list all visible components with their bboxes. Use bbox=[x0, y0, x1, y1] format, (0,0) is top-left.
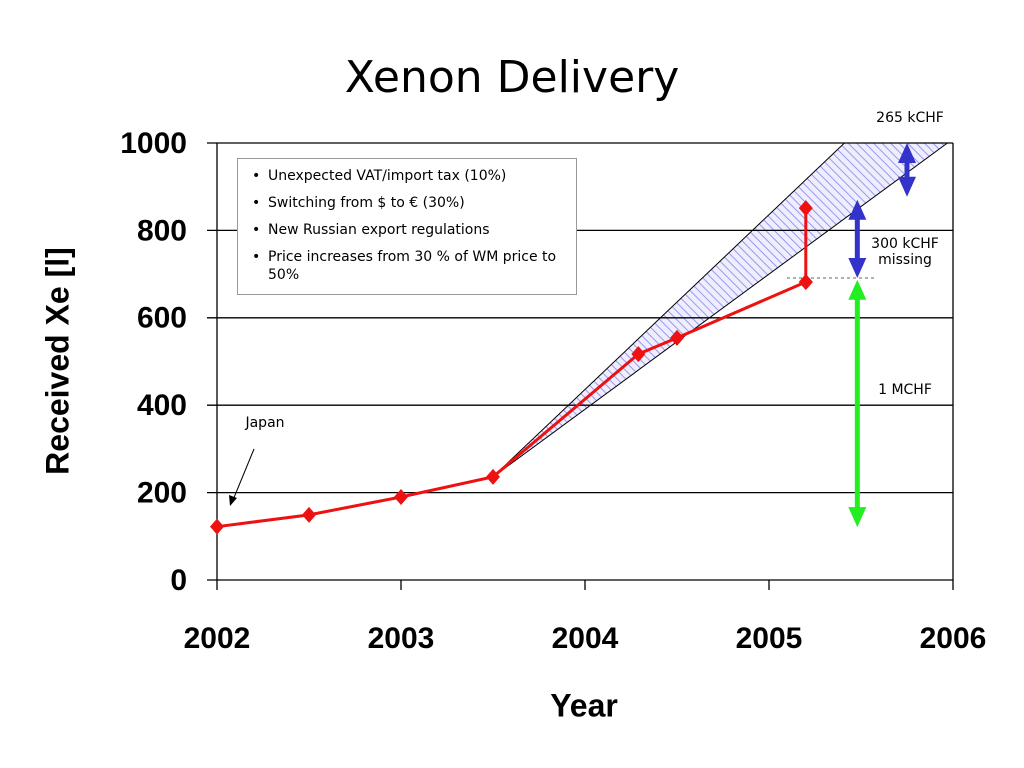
data-point bbox=[798, 273, 813, 290]
data-point bbox=[631, 346, 646, 363]
y-tick-label: 800 bbox=[137, 214, 187, 247]
data-point bbox=[210, 518, 224, 535]
data-point bbox=[670, 329, 684, 346]
notes-list: Unexpected VAT/import tax (10%) Switching… bbox=[248, 167, 566, 284]
data-point bbox=[394, 488, 408, 505]
arrow-head bbox=[898, 143, 916, 163]
projection-line bbox=[492, 143, 948, 478]
x-tick-label: 2006 bbox=[920, 622, 987, 655]
data-line bbox=[216, 280, 807, 529]
arrow-head bbox=[848, 507, 867, 528]
data-point bbox=[798, 200, 813, 217]
x-tick-label: 2003 bbox=[368, 622, 435, 655]
data-point bbox=[302, 506, 316, 523]
arrow-head bbox=[848, 258, 867, 279]
annotation: 1 MCHF bbox=[878, 382, 932, 398]
japan-arrow bbox=[232, 448, 255, 501]
y-axis-label: Received Xe [l] bbox=[39, 247, 75, 475]
arrow-head bbox=[848, 279, 867, 300]
annotation: Japan bbox=[245, 415, 285, 431]
x-tick-label: 2002 bbox=[184, 622, 251, 655]
projection-line bbox=[492, 143, 845, 478]
x-tick-label: 2005 bbox=[736, 622, 803, 655]
data-point bbox=[486, 468, 500, 485]
y-tick-label: 200 bbox=[137, 477, 187, 510]
chart-title: Xenon Delivery bbox=[345, 52, 680, 103]
note: Unexpected VAT/import tax (10%) bbox=[252, 167, 566, 185]
x-axis-label: Year bbox=[550, 687, 618, 723]
y-tick-label: 1000 bbox=[120, 127, 187, 160]
x-tick-label: 2004 bbox=[552, 622, 619, 655]
arrow-head bbox=[898, 176, 916, 197]
japan-arrow-head bbox=[229, 495, 237, 506]
y-tick-label: 600 bbox=[137, 302, 187, 335]
note: Price increases from 30 % of WM price to… bbox=[252, 248, 566, 284]
note: Switching from $ to € (30%) bbox=[252, 194, 566, 212]
note: New Russian export regulations bbox=[252, 221, 566, 239]
projection bbox=[492, 143, 948, 478]
y-tick-label: 0 bbox=[170, 564, 187, 597]
y-tick-label: 400 bbox=[137, 389, 187, 422]
annotation: 300 kCHF missing bbox=[871, 236, 939, 268]
arrow-head bbox=[848, 199, 867, 220]
notes-box: Unexpected VAT/import tax (10%) Switching… bbox=[237, 158, 577, 295]
annotation: 265 kCHF bbox=[876, 110, 944, 126]
